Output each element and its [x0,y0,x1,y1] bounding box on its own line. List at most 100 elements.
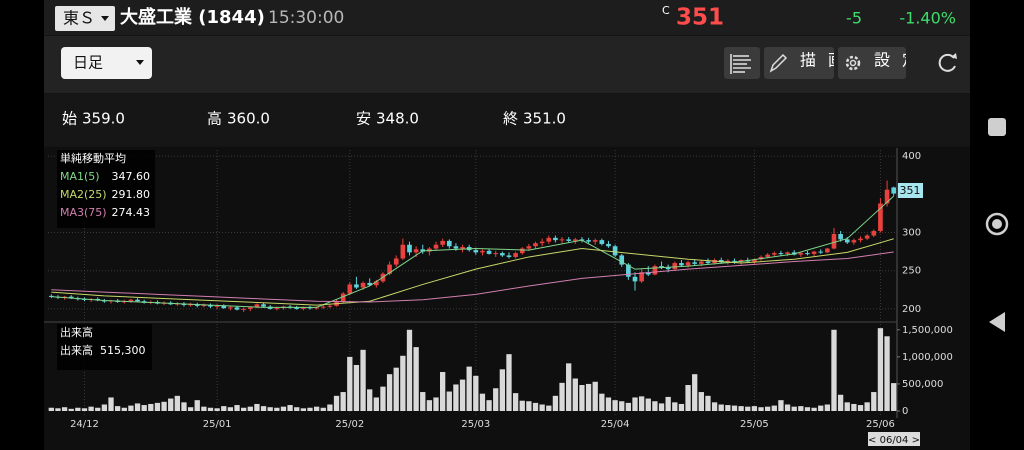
y-tick-label: 1,500,000 [902,325,953,336]
candle-body [486,250,492,254]
candle-body [858,238,863,241]
x-tick-label: 25/06 [866,419,895,430]
period-select[interactable] [61,47,152,79]
gear-center [849,59,857,67]
candle-body [519,248,525,254]
candle-body [347,284,353,294]
volume-bar [652,401,658,411]
candle-body [805,253,810,255]
candle-body [632,276,638,282]
candle-body [513,253,518,257]
candle-body [274,308,280,310]
volume-bar [174,395,180,411]
change: -5 [846,9,862,28]
candle-body [553,237,558,241]
volume-bar [698,392,704,411]
volume-bar [559,382,565,411]
candle-body [533,243,538,247]
x-tick-label: 24/12 [70,419,99,430]
candle-body [374,281,379,286]
y-tick-label: 400 [902,151,921,162]
volume-bar [380,386,386,411]
volume-bar [353,364,360,411]
y-tick-label: 0 [902,406,908,417]
volume-bar [141,405,147,411]
volume-bar [605,397,612,411]
candle-body [705,261,711,264]
candle-body [493,253,499,255]
volume-bar [426,400,433,411]
nav-back[interactable] [989,312,1005,332]
nav-recent[interactable] [988,118,1006,136]
candle-body [407,244,412,253]
volume-bar [771,405,777,411]
volume-bar [758,407,764,411]
volume-bar [645,398,651,411]
exchange-select[interactable] [55,6,115,31]
volume-bar [373,397,379,411]
change-pct: -1.40% [899,9,956,28]
volume-bar [300,408,307,411]
candle-body [135,299,140,302]
volume-bar [857,405,864,411]
volume-bar [692,374,698,411]
candle-body [539,241,545,244]
candle-body [599,240,605,244]
x-tick-label: 25/05 [740,419,769,430]
x-tick-label: 25/04 [601,419,630,430]
refresh-icon[interactable] [938,53,956,72]
volume-bar [420,392,426,411]
settings-label[interactable]: 設定 [874,51,930,70]
volume-bar [804,407,811,411]
draw-button[interactable]: 描画 [764,47,856,79]
volume-bar [751,406,758,411]
volume-bar [254,403,260,411]
volume-bar [685,385,691,411]
volume-bar [678,403,685,411]
volume-bar [665,396,671,411]
candle-body [261,304,266,307]
marks [48,180,897,411]
volume-bar [711,402,718,411]
price: 351 [676,5,724,31]
volume-bar [154,402,161,411]
volume-bar [367,389,373,411]
volume-bar [612,400,618,411]
volume-bar [466,366,472,411]
volume-bar [294,407,300,411]
legend-value: 274.43 [112,206,151,219]
ohlc-value: 360.0 [227,110,270,128]
candle-body [480,250,485,253]
candle-body [765,254,770,257]
candle-body [699,261,704,264]
period-label[interactable]: 日足 [73,54,103,72]
volume-bar [61,407,68,411]
settings-button[interactable]: 設定 [838,47,930,79]
candle-body [811,251,817,254]
volume-bar [128,405,134,411]
volume-bar [187,407,194,411]
volume-bar [148,403,154,411]
volume-bar [260,406,267,411]
volume-bar [227,407,234,411]
exchange-label[interactable]: 東Ｓ [63,9,95,28]
volume-bar [473,375,479,411]
volume-bar [313,406,320,411]
volume-bar [433,397,439,411]
volume-bar [625,402,632,411]
candle-body [128,299,134,302]
candle-body [254,304,260,308]
ma-legend: MA1(5) 347.60 MA2(25) 291.80 MA3(75) 274.43 [60,170,150,219]
candle-body [771,253,777,255]
dropdown-arrow [101,16,109,21]
draw-label[interactable]: 描画 [800,51,856,70]
candle-body [732,260,737,262]
candle-body [506,255,512,257]
candle-body [825,248,830,253]
volume-bar [81,408,88,411]
volume-bar [234,405,240,411]
list-button[interactable] [724,47,760,79]
ohlc-value: 348.0 [376,110,419,128]
candle-body [241,308,246,310]
nav-home[interactable] [985,212,1009,236]
